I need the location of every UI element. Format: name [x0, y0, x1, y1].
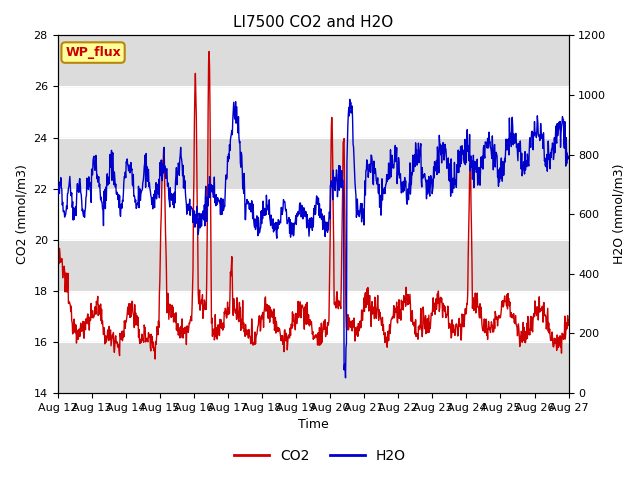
Bar [58, 240, 568, 291]
Y-axis label: CO2 (mmol/m3): CO2 (mmol/m3) [15, 164, 28, 264]
Bar [58, 138, 568, 189]
Text: WP_flux: WP_flux [65, 46, 121, 59]
Title: LI7500 CO2 and H2O: LI7500 CO2 and H2O [233, 15, 393, 30]
Bar [58, 342, 568, 393]
Y-axis label: H2O (mmol/m3): H2O (mmol/m3) [612, 164, 625, 264]
Bar [58, 36, 568, 86]
Legend: CO2, H2O: CO2, H2O [228, 443, 412, 468]
X-axis label: Time: Time [298, 419, 328, 432]
